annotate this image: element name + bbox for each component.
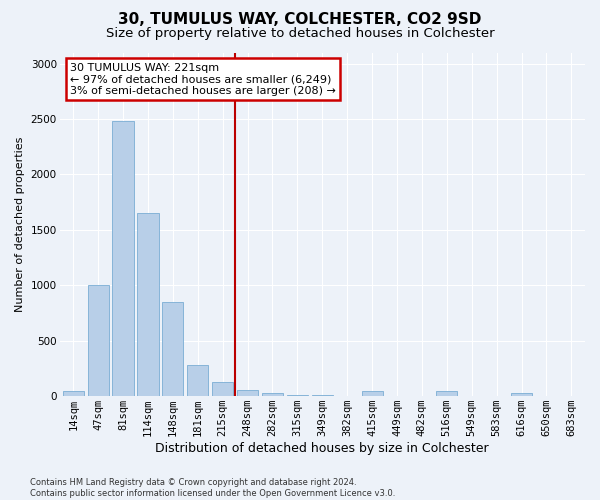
Bar (287, 394, 308, 396)
Bar (187, 365, 208, 396)
Text: Size of property relative to detached houses in Colchester: Size of property relative to detached ho… (106, 28, 494, 40)
Bar (262, 393, 283, 396)
Bar (163, 302, 184, 396)
Bar (212, 382, 233, 396)
Text: 30, TUMULUS WAY, COLCHESTER, CO2 9SD: 30, TUMULUS WAY, COLCHESTER, CO2 9SD (118, 12, 482, 28)
Bar (237, 390, 258, 396)
X-axis label: Distribution of detached houses by size in Colchester: Distribution of detached houses by size … (155, 442, 489, 455)
Bar (137, 213, 158, 396)
Bar (88, 286, 109, 396)
Bar (511, 393, 532, 396)
Text: Contains HM Land Registry data © Crown copyright and database right 2024.
Contai: Contains HM Land Registry data © Crown c… (30, 478, 395, 498)
Text: 30 TUMULUS WAY: 221sqm
← 97% of detached houses are smaller (6,249)
3% of semi-d: 30 TUMULUS WAY: 221sqm ← 97% of detached… (70, 63, 336, 96)
Bar (62, 390, 84, 396)
Bar (362, 390, 383, 396)
Bar (436, 390, 457, 396)
Y-axis label: Number of detached properties: Number of detached properties (15, 136, 25, 312)
Bar (112, 121, 134, 396)
